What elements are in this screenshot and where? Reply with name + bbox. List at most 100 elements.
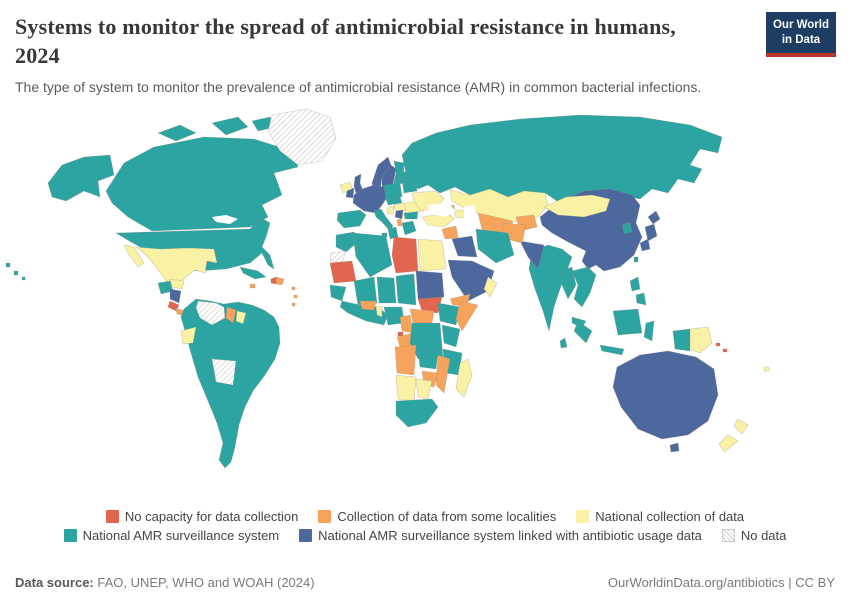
region-philippines[interactable]	[629, 276, 647, 306]
legend-row-2: National AMR surveillance system Nationa…	[63, 528, 787, 543]
owid-logo[interactable]: Our World in Data	[766, 12, 836, 57]
region-namibia[interactable]	[395, 374, 417, 402]
region-zambia[interactable]	[417, 348, 439, 370]
region-mali[interactable]	[353, 276, 378, 306]
title-line-2: 2024	[15, 43, 60, 69]
region-suriname[interactable]	[235, 310, 247, 325]
legend-label-no-capacity: No capacity for data collection	[124, 509, 299, 524]
region-ecuador[interactable]	[180, 326, 197, 345]
region-new-zealand[interactable]	[718, 418, 749, 453]
region-tunisia[interactable]	[387, 226, 399, 240]
chart-subtitle: The type of system to monitor the preval…	[15, 79, 702, 96]
region-canada[interactable]	[105, 116, 299, 232]
region-pakistan[interactable]	[519, 240, 545, 270]
region-fiji[interactable]	[763, 366, 770, 372]
region-south-africa[interactable]	[395, 398, 439, 428]
region-syria[interactable]	[441, 225, 459, 240]
region-benin-togo[interactable]	[375, 305, 383, 318]
region-cuba[interactable]	[239, 266, 267, 280]
region-chad[interactable]	[395, 273, 417, 306]
owid-url-link[interactable]: OurWorldinData.org/antibiotics | CC BY	[607, 575, 835, 590]
region-iberia[interactable]	[336, 209, 367, 229]
region-costa-rica[interactable]	[167, 300, 180, 312]
region-papua-new-guinea[interactable]	[689, 326, 713, 354]
region-hungary[interactable]	[393, 202, 407, 212]
region-albania[interactable]	[396, 218, 403, 227]
legend-item-national-collection[interactable]: National collection of data	[576, 509, 744, 524]
region-croatia[interactable]	[386, 205, 395, 216]
region-ireland[interactable]	[345, 187, 355, 199]
region-oman[interactable]	[483, 276, 498, 298]
region-senegal-guinea[interactable]	[329, 284, 347, 302]
region-solomon-islands[interactable]	[715, 342, 728, 353]
region-nicaragua[interactable]	[169, 288, 182, 304]
legend-item-linked-usage[interactable]: National AMR surveillance system linked …	[299, 528, 702, 543]
region-taiwan[interactable]	[633, 256, 639, 263]
region-greece[interactable]	[401, 220, 417, 236]
region-venezuela[interactable]	[195, 300, 226, 326]
legend-swatch-linked-usage	[299, 529, 313, 542]
region-poland[interactable]	[383, 182, 403, 200]
region-australia[interactable]	[612, 350, 719, 453]
world-map-svg	[5, 108, 770, 469]
region-somalia[interactable]	[455, 300, 479, 332]
legend-swatch-some-localities	[318, 510, 332, 523]
region-dominican-republic[interactable]	[275, 276, 285, 286]
region-iraq[interactable]	[451, 235, 478, 258]
region-south-sudan[interactable]	[417, 296, 443, 314]
chart-header: Systems to monitor the spread of antimic…	[15, 12, 760, 95]
region-indochina[interactable]	[571, 266, 597, 308]
owid-logo-line-1: Our World	[772, 19, 829, 31]
region-niger[interactable]	[376, 276, 397, 304]
region-libya[interactable]	[391, 236, 419, 274]
region-sudan[interactable]	[415, 270, 445, 300]
legend-item-some-localities[interactable]: Collection of data from some localities	[318, 509, 556, 524]
region-algeria[interactable]	[353, 232, 393, 278]
region-mexico[interactable]	[123, 244, 218, 286]
region-madagascar[interactable]	[455, 358, 473, 398]
great-lakes	[212, 215, 238, 224]
owid-logo-line-2: in Data	[781, 33, 821, 46]
legend-item-no-capacity[interactable]: No capacity for data collection	[105, 509, 299, 524]
region-india[interactable]	[528, 244, 573, 332]
region-sri-lanka[interactable]	[559, 337, 568, 349]
region-czechia-slovakia[interactable]	[385, 196, 403, 206]
region-myanmar[interactable]	[559, 266, 577, 300]
data-source: Data source: FAO, UNEP, WHO and WOAH (20…	[15, 575, 315, 590]
legend-item-no-data[interactable]: No data	[721, 528, 787, 543]
region-morocco[interactable]	[335, 231, 359, 253]
region-burkina-faso[interactable]	[359, 300, 377, 311]
region-azerbaijan[interactable]	[454, 209, 465, 219]
region-guyana[interactable]	[225, 306, 237, 324]
region-mozambique[interactable]	[435, 354, 451, 394]
region-egypt[interactable]	[417, 238, 447, 272]
region-serbia[interactable]	[394, 209, 404, 220]
page-title: Systems to monitor the spread of antimic…	[15, 12, 760, 70]
region-iran[interactable]	[475, 228, 515, 264]
legend-item-national-surveillance[interactable]: National AMR surveillance system	[63, 528, 279, 543]
region-western-sahara[interactable]	[329, 250, 347, 264]
region-south-korea[interactable]	[621, 221, 633, 235]
region-ethiopia[interactable]	[437, 302, 461, 326]
legend-label-no-data: No data	[740, 528, 787, 543]
region-japan[interactable]	[639, 210, 661, 252]
region-mauritania[interactable]	[329, 260, 357, 284]
region-botswana[interactable]	[415, 378, 433, 400]
legend-swatch-national-collection	[576, 510, 590, 523]
region-indonesia[interactable]	[573, 308, 691, 356]
region-angola[interactable]	[394, 344, 417, 376]
region-honduras[interactable]	[169, 278, 185, 290]
region-uganda-kenya[interactable]	[441, 324, 461, 348]
legend-label-some-localities: Collection of data from some localities	[337, 509, 557, 524]
region-haiti[interactable]	[270, 276, 277, 285]
legend-label-national-collection: National collection of data	[595, 509, 745, 524]
region-western-europe[interactable]	[352, 184, 387, 214]
region-bolivia[interactable]	[211, 358, 237, 386]
region-jamaica[interactable]	[249, 283, 256, 289]
region-mongolia[interactable]	[543, 194, 611, 218]
region-greenland[interactable]	[267, 108, 337, 166]
region-lesser-antilles[interactable]	[291, 286, 298, 307]
region-central-african-republic[interactable]	[409, 308, 435, 324]
region-russia[interactable]	[401, 114, 723, 204]
